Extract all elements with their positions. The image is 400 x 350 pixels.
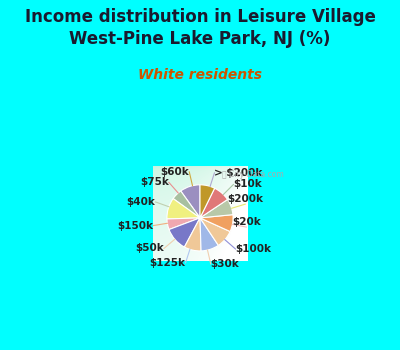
Wedge shape	[200, 188, 228, 218]
Text: Income distribution in Leisure Village
West-Pine Lake Park, NJ (%): Income distribution in Leisure Village W…	[24, 8, 376, 48]
Text: $10k: $10k	[234, 180, 262, 189]
Wedge shape	[200, 218, 218, 251]
Text: $60k: $60k	[160, 167, 189, 177]
Wedge shape	[169, 218, 200, 247]
Text: > $200k: > $200k	[214, 168, 263, 178]
Text: $40k: $40k	[127, 197, 156, 207]
Wedge shape	[184, 218, 201, 251]
Wedge shape	[200, 215, 233, 232]
Text: $75k: $75k	[140, 177, 169, 187]
Text: $20k: $20k	[232, 217, 261, 227]
Text: $50k: $50k	[135, 244, 164, 253]
Text: $200k: $200k	[227, 194, 263, 204]
Text: $30k: $30k	[211, 259, 240, 269]
Text: ⓘ City-Data.com: ⓘ City-Data.com	[222, 170, 284, 179]
Text: White residents: White residents	[138, 68, 262, 82]
Wedge shape	[200, 218, 230, 245]
Text: $125k: $125k	[150, 258, 186, 268]
Text: $100k: $100k	[236, 244, 272, 254]
Wedge shape	[167, 218, 200, 230]
Text: $150k: $150k	[117, 220, 153, 231]
Wedge shape	[181, 185, 200, 218]
Wedge shape	[200, 185, 215, 218]
Wedge shape	[173, 191, 200, 218]
Wedge shape	[200, 199, 233, 218]
Wedge shape	[167, 198, 200, 219]
